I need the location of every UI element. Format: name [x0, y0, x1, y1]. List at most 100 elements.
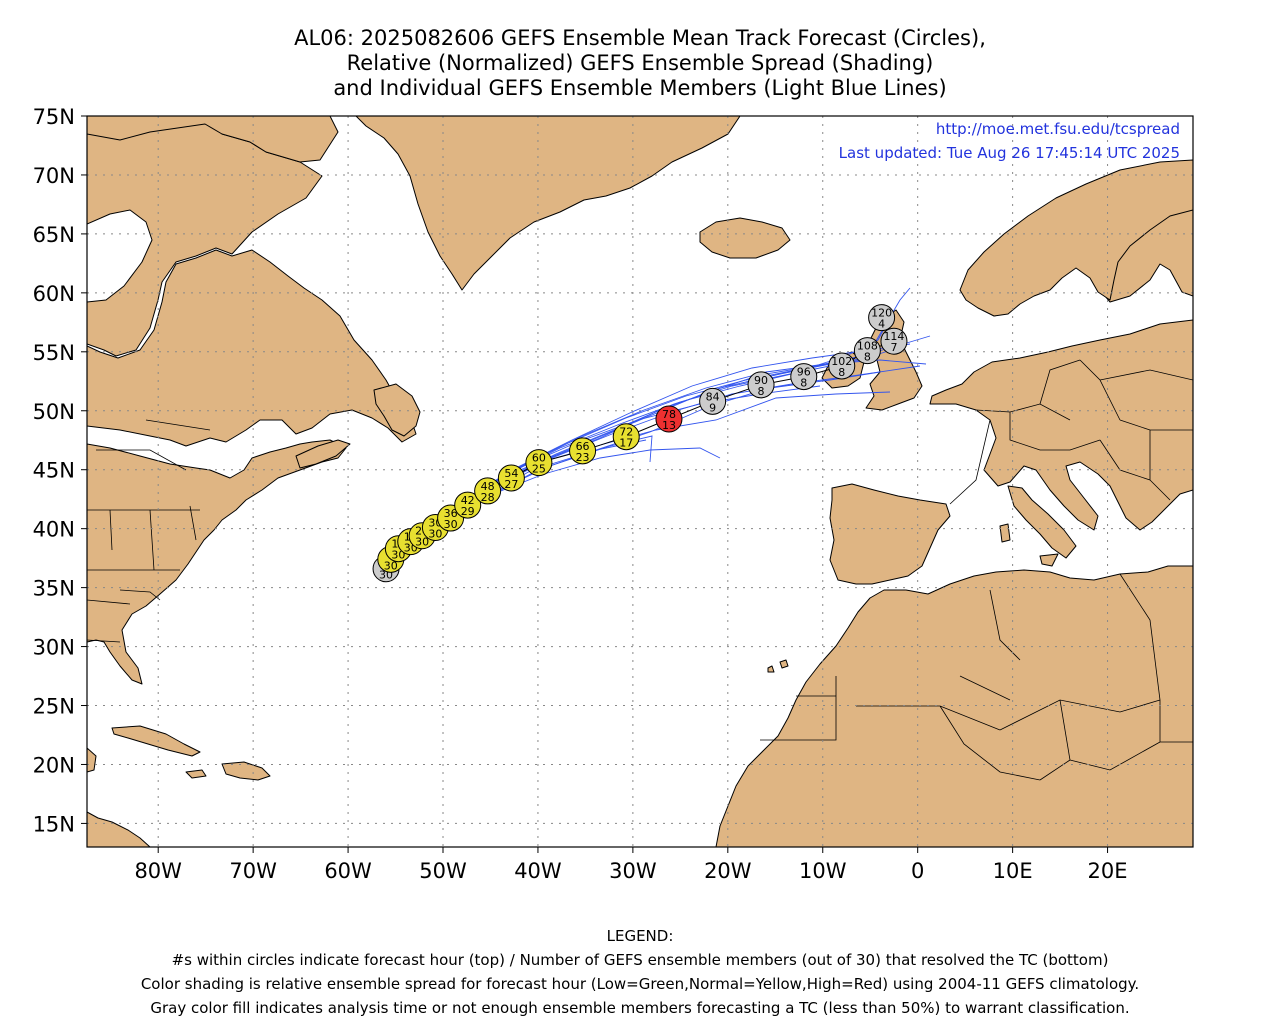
- member-count-label: 30: [428, 527, 442, 540]
- lon-tick-label: 10E: [993, 859, 1033, 883]
- track-circle: [747, 371, 775, 399]
- lat-tick-label: 15N: [33, 812, 75, 836]
- lon-tick-label: 80W: [134, 859, 182, 883]
- lat-tick-label: 25N: [33, 695, 75, 719]
- forecast-hour-label: 36: [444, 507, 458, 520]
- forecast-hour-label: 78: [662, 408, 676, 421]
- forecast-hour-label: 84: [706, 390, 720, 403]
- member-count-label: 7: [890, 341, 897, 354]
- forecast-hour-label: 60: [532, 452, 546, 465]
- member-count-label: 30: [415, 536, 429, 549]
- lat-tick-label: 20N: [33, 753, 75, 777]
- track-circle: [699, 387, 727, 415]
- track-point: 908: [747, 371, 775, 399]
- track-circle: [868, 304, 896, 332]
- forecast-hour-label: 108: [857, 340, 878, 353]
- lon-tick-label: 70W: [229, 859, 277, 883]
- lon-tick-label: 60W: [324, 859, 372, 883]
- member-count-label: 9: [709, 401, 716, 414]
- track-circle: [655, 405, 683, 433]
- italy: [1007, 485, 1077, 559]
- lat-tick-label: 60N: [33, 282, 75, 306]
- source-url[interactable]: http://moe.met.fsu.edu/tcspread: [936, 120, 1180, 138]
- forecast-hour-label: 102: [831, 355, 852, 368]
- lon-tick-label: 0: [911, 859, 924, 883]
- forecast-hour-label: 96: [797, 366, 811, 379]
- scandinavia: [959, 159, 1193, 317]
- member-count-label: 30: [444, 518, 458, 531]
- iberia: [829, 483, 951, 585]
- member-count-label: 30: [384, 559, 398, 572]
- us-state-boundaries: [87, 419, 211, 643]
- lat-tick-label: 65N: [33, 223, 75, 247]
- cuba: [111, 725, 201, 757]
- forecast-hour-label: 66: [576, 440, 590, 453]
- lon-tick-label: 20W: [704, 859, 752, 883]
- forecast-hour-label: 114: [883, 330, 904, 343]
- legend-line-3: Gray color fill indicates analysis time …: [150, 999, 1130, 1017]
- legend: LEGEND: #s within circles indicate forec…: [0, 924, 1280, 1020]
- track-point: 849: [699, 387, 727, 415]
- map-frame: [86, 115, 1194, 848]
- title-line-1: AL06: 2025082606 GEFS Ensemble Mean Trac…: [294, 26, 986, 50]
- forecast-hour-label: 54: [504, 467, 518, 480]
- legend-heading: LEGEND:: [606, 927, 674, 945]
- graticule: [87, 116, 1193, 847]
- lon-tick-label: 20E: [1088, 859, 1128, 883]
- forecast-hour-label: 120: [871, 307, 892, 320]
- member-count-label: 8: [864, 351, 871, 364]
- forecast-hour-label: 42: [461, 494, 475, 507]
- africa-land: [715, 565, 1193, 847]
- lon-tick-label: 10W: [799, 859, 847, 883]
- last-updated: Last updated: Tue Aug 26 17:45:14 UTC 20…: [839, 144, 1180, 162]
- track-circle: [612, 423, 640, 451]
- track-circle: [474, 477, 502, 505]
- newfoundland: [373, 383, 421, 437]
- canary-islands: [767, 659, 789, 673]
- forecast-hour-label: 48: [481, 480, 495, 493]
- title-line-2: Relative (Normalized) GEFS Ensemble Spre…: [346, 51, 934, 75]
- iceland: [699, 217, 791, 259]
- lat-tick-label: 75N: [33, 105, 75, 129]
- mean-track-circles: 0306301230183024303030363042294828542760…: [372, 304, 908, 583]
- track-circle: [497, 464, 525, 492]
- hispaniola: [221, 761, 271, 781]
- nova-scotia: [295, 439, 351, 469]
- legend-line-2: Color shading is relative ensemble sprea…: [140, 975, 1140, 993]
- sicily-sardinia: [999, 523, 1059, 567]
- member-count-label: 23: [576, 451, 590, 464]
- lat-tick-label: 50N: [33, 400, 75, 424]
- latitude-labels: 15N 20N 25N 30N 35N 40N 45N 50N 55N 60N 65N 70N 75N: [33, 105, 87, 836]
- track-circle: [880, 327, 908, 355]
- longitude-labels: 80W 70W 60W 50W 40W 30W 20W 10W 0 10E 20E: [134, 847, 1128, 883]
- track-circle: [569, 437, 597, 465]
- lat-tick-label: 40N: [33, 518, 75, 542]
- forecast-hour-label: 90: [754, 374, 768, 387]
- member-count-label: 8: [800, 377, 807, 390]
- member-count-label: 27: [504, 478, 518, 491]
- lon-tick-label: 50W: [419, 859, 467, 883]
- greenland: [355, 116, 741, 291]
- lon-tick-label: 30W: [609, 859, 657, 883]
- member-count-label: 29: [461, 505, 475, 518]
- member-count-label: 28: [481, 491, 495, 504]
- member-count-label: 4: [878, 318, 885, 331]
- lat-tick-label: 55N: [33, 341, 75, 365]
- member-count-label: 13: [662, 419, 676, 432]
- track-circle: [828, 352, 856, 380]
- africa-borders: [760, 573, 1193, 781]
- track-circle: [525, 449, 553, 477]
- lat-tick-label: 45N: [33, 459, 75, 483]
- track-circle: [853, 337, 881, 365]
- canadian-arctic-islands: [87, 116, 339, 163]
